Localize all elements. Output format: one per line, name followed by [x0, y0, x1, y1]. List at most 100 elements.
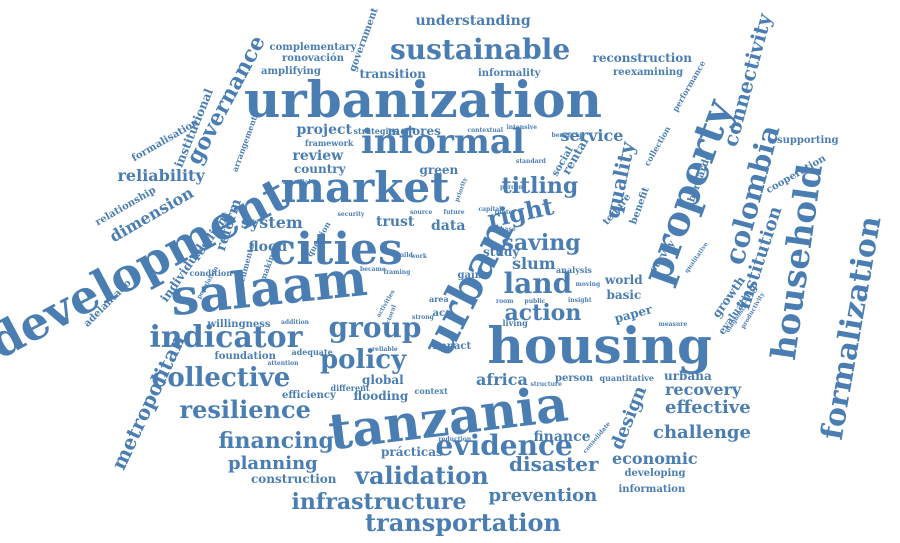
word-transportation: transportation [365, 508, 561, 537]
word-intensive: intensive [506, 124, 538, 131]
word-reliable: reliable [372, 346, 398, 353]
word-ronovacion: ronovación [282, 53, 344, 64]
word-system: system [241, 213, 303, 232]
word-room: room [496, 298, 514, 305]
word-analysis: analysis [556, 265, 592, 275]
word-reduction: reduction [438, 436, 472, 443]
word-transition: transition [359, 67, 427, 81]
word-acc: acc [432, 308, 452, 319]
word-information: information [618, 484, 686, 495]
word-land: land [503, 267, 573, 300]
word-group: group [328, 311, 422, 344]
word-percent: percent [500, 184, 526, 191]
word-public: public [524, 298, 546, 305]
word-resilience: resilience [179, 395, 311, 424]
word-willingness: willingness [207, 319, 271, 330]
word-study: study [483, 245, 520, 259]
word-strategies: strategies [353, 126, 399, 136]
word-standard: standard [516, 158, 546, 165]
word-housing: housing [487, 316, 713, 375]
word-living: living [502, 318, 528, 328]
word-world: world [605, 273, 643, 287]
word-insight: insight [568, 297, 592, 304]
word-action: action [504, 300, 582, 326]
word-global: global [362, 373, 404, 387]
word-capital: capital [478, 206, 502, 213]
word-economic: economic [612, 449, 698, 468]
word-reconstruction: reconstruction [592, 51, 692, 65]
word-attention: attention [267, 360, 299, 367]
word-reliability: reliability [117, 166, 205, 185]
word-reexamining: reexamining [613, 67, 684, 78]
word-efficiency: efficiency [282, 390, 336, 401]
word-recovery: recovery [665, 380, 742, 399]
word-slum: slum [512, 254, 556, 273]
word-government: government [346, 6, 381, 74]
word-framework: framework [305, 138, 354, 148]
word-planning: planning [228, 453, 318, 474]
word-different: different [330, 383, 370, 393]
word-person: person [555, 373, 594, 384]
word-challenge: challenge [653, 422, 751, 443]
word-policy: policy [320, 345, 407, 375]
word-design: design [606, 382, 651, 453]
word-build: build [395, 252, 413, 259]
word-phase: phase [496, 226, 516, 233]
word-evidence: evidence [435, 429, 573, 462]
word-collective: collective [151, 363, 291, 393]
word-cities: cities [269, 224, 403, 275]
word-construction: construction [251, 472, 337, 486]
word-africa: africa [476, 370, 528, 389]
word-financing: financing [218, 428, 334, 454]
word-review: review [292, 148, 344, 164]
word-adequate: adequate [291, 347, 333, 357]
word-flood: flood [248, 239, 288, 255]
word-mundial: mundial [283, 179, 311, 186]
word-context: context [414, 386, 448, 396]
word-effective: effective [665, 397, 751, 418]
word-prevention: prevention [488, 485, 598, 506]
word-gain: gain [457, 270, 483, 281]
word-saving: saving [501, 230, 581, 256]
word-finance: finance [533, 429, 591, 445]
word-validation: validation [355, 461, 489, 490]
word-practicas: prácticas [381, 445, 443, 459]
word-framing: framing [383, 269, 411, 276]
word-impact: impact [432, 341, 472, 352]
word-condition: condition [189, 268, 233, 278]
word-strong: strong [412, 314, 434, 321]
word-work: work [410, 253, 428, 260]
word-formalization: formalization [814, 213, 889, 443]
word-disaster: disaster [509, 452, 599, 476]
word-moving: moving [575, 281, 601, 288]
word-mejores: mejores [387, 124, 441, 138]
word-urbana: urbana [664, 369, 712, 383]
word-foundation: foundation [214, 351, 276, 362]
word-contextual: contextual [467, 127, 503, 134]
word-project: project [296, 122, 352, 138]
word-future: future [443, 209, 465, 216]
word-service: service [560, 126, 624, 145]
word-developing: developing [624, 468, 686, 479]
word-flooding: flooding [353, 389, 409, 403]
word-source: source [410, 209, 433, 216]
word-addition: addition [281, 319, 309, 326]
word-metropolitan: metropolitan [106, 330, 190, 474]
word-market: market [280, 163, 450, 212]
word-structure: structure [530, 381, 562, 388]
word-trust: trust [376, 214, 415, 230]
word-beneficial: beneficial [551, 132, 585, 139]
word-benefit: benefit [627, 185, 652, 226]
word-sustainable: sustainable [390, 33, 571, 66]
word-basic: basic [606, 288, 642, 302]
word-collection: collection [641, 124, 673, 168]
word-data: data [431, 218, 466, 234]
word-security: security [337, 211, 365, 218]
word-measure: measure [658, 321, 688, 328]
word-green: green [419, 163, 459, 177]
word-country: country [294, 162, 346, 176]
word-indicator: indicator [149, 320, 303, 355]
word-became: became [360, 266, 386, 273]
word-area: area [429, 294, 449, 304]
